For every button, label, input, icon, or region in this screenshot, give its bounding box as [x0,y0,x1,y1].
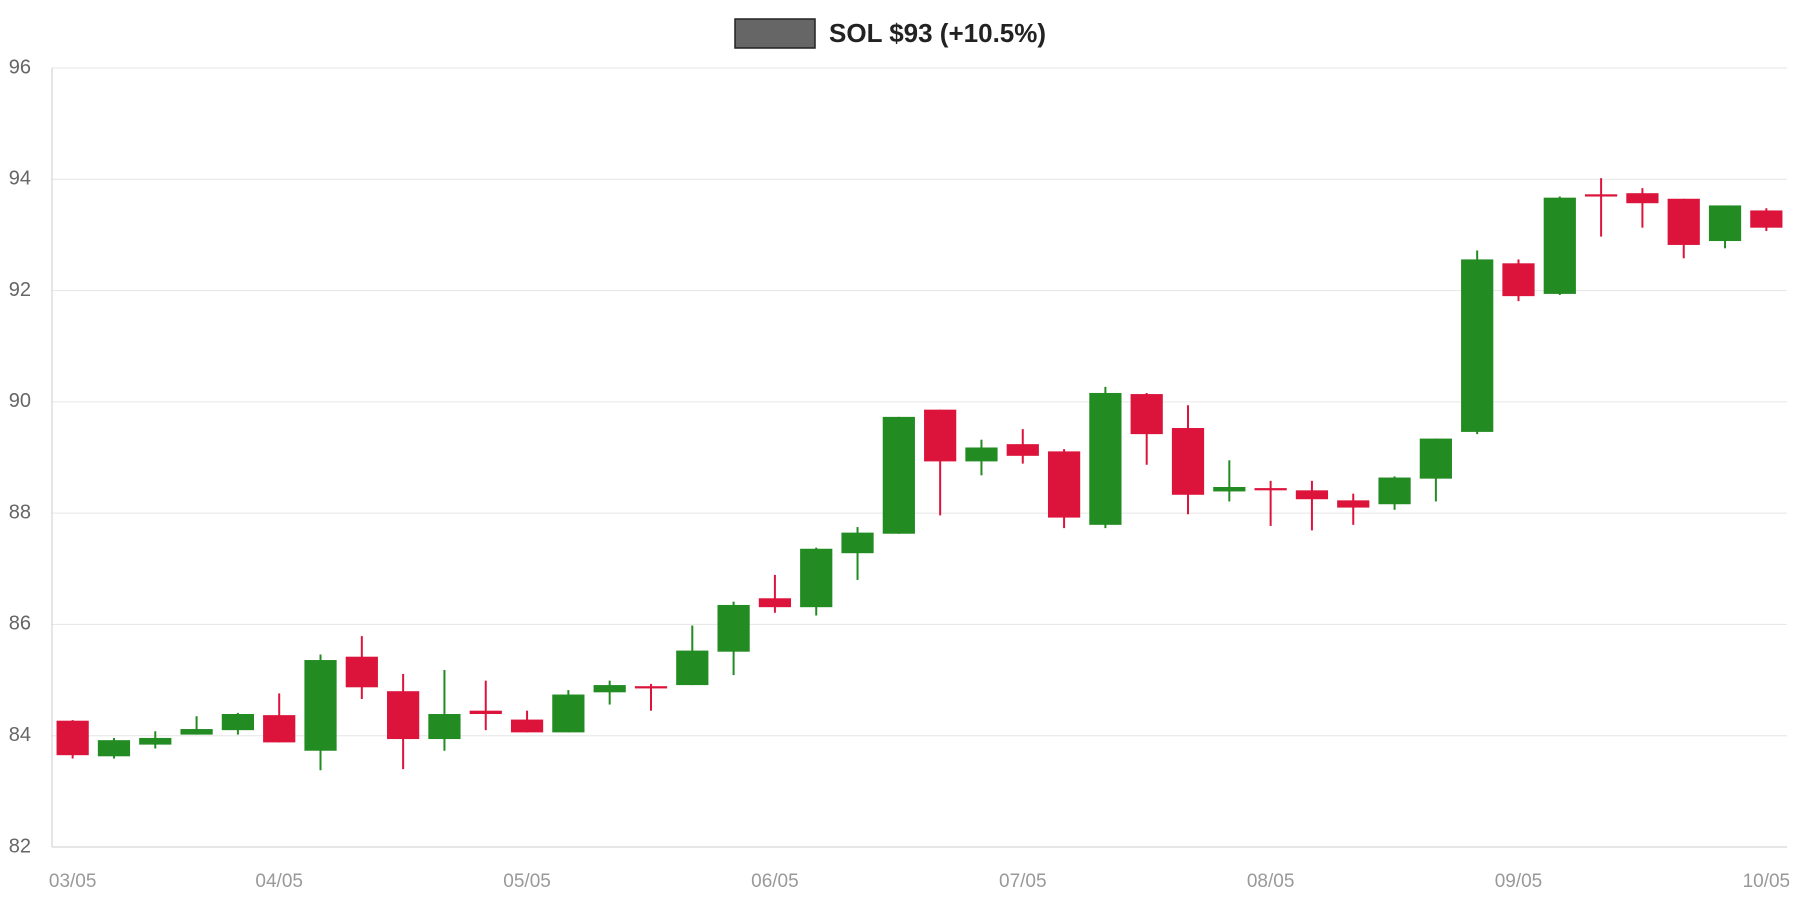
y-tick-label: 94 [9,168,31,190]
candle-body [510,719,544,733]
candle-body [56,720,89,756]
x-tick-label: 09/05 [1495,871,1543,892]
candle-body [97,740,131,757]
candle-body [717,604,750,652]
candle-body [221,714,255,731]
candle-body [1667,198,1700,245]
candle-body [1047,451,1081,518]
y-tick-label: 90 [9,390,31,412]
candle-body [139,737,172,745]
candle-body [263,715,296,743]
candle-body [800,548,833,608]
candle-body [1337,500,1370,508]
candle-body [387,691,420,740]
candle-body [1378,477,1411,505]
candle-body [634,686,668,689]
x-tick-label: 10/05 [1743,871,1791,892]
candle-body [1584,194,1618,197]
candle-body [1750,210,1783,228]
y-tick-label: 92 [9,279,31,301]
candle-body [1171,428,1205,495]
candle-body [1006,444,1039,456]
x-tick-label: 04/05 [255,871,303,892]
candle-body [1626,193,1659,204]
candle-body [882,416,915,534]
candle-body [924,409,957,462]
candle-body [552,694,585,733]
y-tick-label: 96 [9,56,31,78]
candle-body [1254,488,1287,491]
legend-swatch [734,18,816,49]
x-tick-label: 05/05 [503,871,551,892]
candle-body [1502,263,1535,297]
candle-body [428,714,461,740]
candle-body [1089,392,1122,525]
y-tick-label: 82 [9,835,31,857]
candle-body [841,532,874,554]
x-tick-label: 07/05 [999,871,1047,892]
candle-body [965,447,998,462]
candle-body [180,729,213,735]
candle-body [345,656,378,688]
candle-body [1419,438,1452,479]
x-tick-label: 08/05 [1247,871,1295,892]
y-tick-label: 88 [9,501,31,523]
x-tick-label: 03/05 [49,871,97,892]
candle-body [469,710,502,715]
candle-body [676,650,709,686]
candle-body [593,685,626,693]
candle-body [1130,394,1163,435]
y-tick-label: 86 [9,613,31,635]
y-tick-label: 84 [9,724,31,746]
candle-body [1461,259,1494,432]
legend-label: SOL $93 (+10.5%) [829,18,1046,48]
candle-body [1543,197,1576,294]
candle-body [304,660,337,751]
candle-body [1213,486,1246,492]
candle-body [1708,205,1742,242]
candle-body [1295,490,1329,500]
candle-body [758,598,792,608]
x-tick-label: 06/05 [751,871,799,892]
